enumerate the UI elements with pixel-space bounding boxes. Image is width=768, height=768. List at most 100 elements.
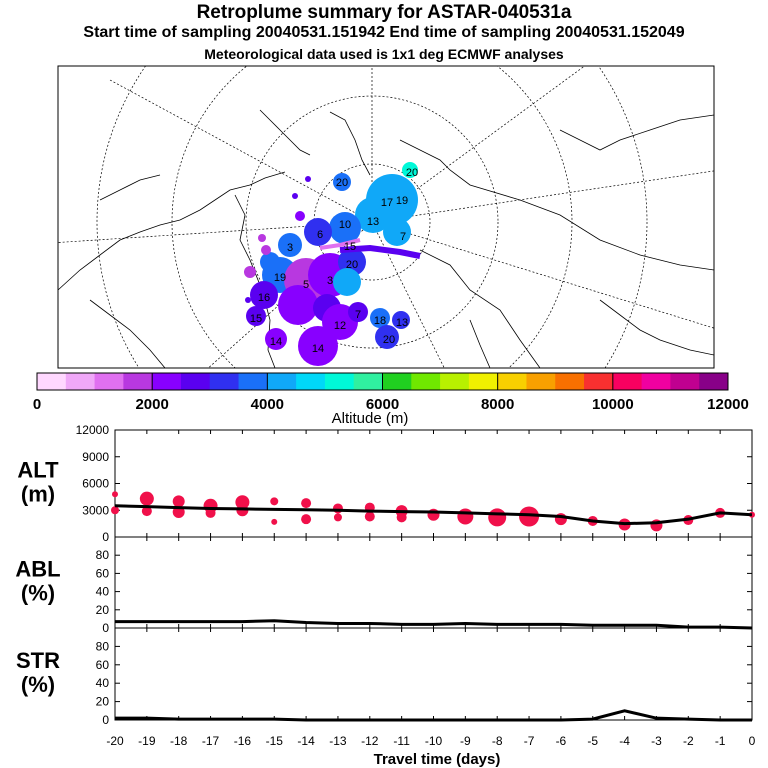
map-label: 14	[312, 343, 324, 355]
altitude-colorbar: 0 2000 4000 6000 8000 10000 12000	[33, 372, 749, 413]
y-tick-label: 6000	[82, 477, 109, 491]
altitude-marker	[396, 512, 407, 523]
plume-marker	[305, 176, 311, 182]
colorbar-swatch	[612, 373, 643, 390]
colorbar-swatch	[382, 373, 412, 390]
altitude-marker	[270, 497, 279, 506]
map-label: 13	[367, 216, 379, 228]
x-tick-label: -15	[266, 734, 284, 748]
plume-marker	[333, 268, 361, 296]
sampling-times: Start time of sampling 20040531.151942 E…	[83, 24, 685, 41]
colorbar-tick-label: 0	[33, 396, 41, 413]
colorbar-swatch	[209, 373, 240, 390]
colorbar-tick-label: 4000	[251, 396, 284, 413]
plume-marker	[278, 285, 318, 325]
plume-marker	[244, 266, 256, 278]
alt-series-line	[114, 504, 753, 526]
map-label: 17	[381, 197, 393, 209]
map-label: 7	[400, 231, 406, 243]
plume-marker	[333, 173, 351, 191]
y-tick-label: 9000	[82, 450, 109, 464]
map-label: 20	[383, 334, 395, 346]
x-tick-label: -8	[492, 734, 503, 748]
map-label: 3	[327, 275, 333, 287]
plume-marker	[383, 218, 411, 246]
altitude-marker	[301, 514, 312, 525]
colorbar-swatch	[353, 373, 383, 390]
map-label: 15	[250, 313, 262, 325]
colorbar-swatch	[123, 373, 153, 390]
chart-title: Retroplume summary for ASTAR-040531a	[196, 2, 572, 23]
x-tick-label: -5	[587, 734, 598, 748]
x-tick-label: -17	[202, 734, 220, 748]
colorbar-swatch	[411, 373, 441, 390]
plume-marker	[295, 211, 305, 221]
retroplume-markers	[244, 162, 421, 366]
x-tick-label: -14	[297, 734, 315, 748]
colorbar-swatch	[526, 373, 556, 390]
colorbar-swatch	[94, 373, 124, 390]
map-label: 18	[374, 315, 386, 327]
x-tick-label: -10	[425, 734, 443, 748]
abl-series-line	[115, 619, 753, 630]
plume-marker	[245, 297, 251, 303]
altitude-marker	[519, 506, 540, 527]
x-tick-label: -13	[329, 734, 347, 748]
plume-marker	[304, 218, 332, 246]
altitude-marker	[457, 508, 474, 525]
map-label: 5	[303, 279, 309, 291]
map-label: 14	[270, 336, 282, 348]
plume-marker	[402, 162, 418, 178]
y-tick-label: 20	[96, 603, 110, 617]
altitude-marker	[141, 506, 152, 517]
colorbar-swatch	[152, 373, 182, 390]
plume-trace	[319, 238, 361, 250]
map-label: 19	[274, 272, 286, 284]
x-tick-label: -1	[715, 734, 726, 748]
plume-marker	[265, 328, 287, 350]
map-label: 19	[396, 195, 408, 207]
map-label: 10	[339, 219, 351, 231]
y-axis-label: (%)	[21, 581, 55, 606]
colorbar-tick-label: 10000	[592, 396, 634, 413]
colorbar-swatch	[670, 373, 700, 390]
altitude-marker	[364, 511, 375, 522]
plume-marker	[258, 234, 266, 242]
plume-marker	[278, 233, 302, 257]
colorbar-tick-label: 6000	[366, 396, 399, 413]
time-series-panels: 030006000900012000ALT(m)020406080ABL(%)0…	[15, 423, 755, 748]
x-tick-label: -12	[361, 734, 379, 748]
altitude-marker	[172, 495, 185, 508]
plume-marker	[250, 281, 278, 309]
map-label: 20	[336, 177, 348, 189]
altitude-marker	[333, 513, 342, 522]
colorbar-tick-label: 12000	[707, 396, 749, 413]
altitude-marker	[112, 491, 118, 498]
map-label: 3	[287, 242, 293, 254]
plume-marker	[261, 245, 271, 255]
map-label: 20	[406, 167, 418, 179]
x-tick-label: -4	[619, 734, 630, 748]
altitude-marker	[488, 508, 507, 527]
colorbar-tick-label: 2000	[135, 396, 168, 413]
y-tick-label: 3000	[82, 503, 109, 517]
colorbar-swatch	[65, 373, 96, 390]
plume-marker	[329, 212, 361, 244]
x-axis-title: Travel time (days)	[374, 751, 501, 768]
map-label: 16	[258, 292, 270, 304]
colorbar-swatch	[296, 373, 326, 390]
altitude-marker	[111, 506, 119, 515]
plume-marker	[292, 193, 298, 199]
y-tick-label: 80	[96, 548, 110, 562]
plume-trace	[339, 244, 421, 259]
colorbar-swatch	[555, 373, 585, 390]
plume-marker	[348, 302, 368, 322]
colorbar-swatch	[468, 373, 499, 390]
x-tick-label: -18	[170, 734, 188, 748]
map-label: 15	[344, 241, 356, 253]
y-tick-label: 12000	[76, 423, 110, 437]
map-label: 7	[355, 309, 361, 321]
map-label: 6	[317, 229, 323, 241]
